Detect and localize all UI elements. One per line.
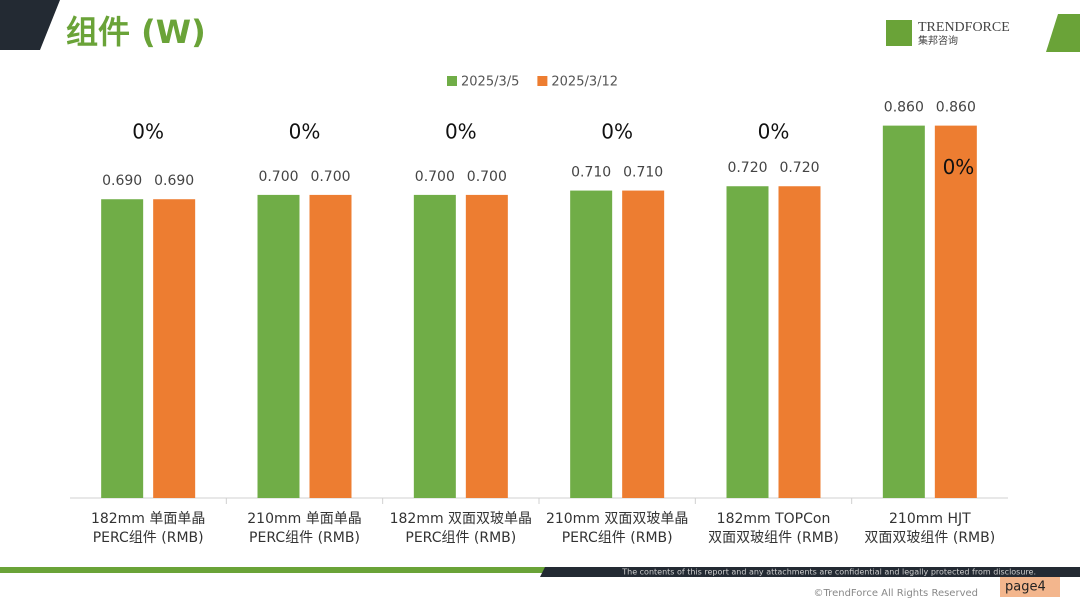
value-label: 0.700	[258, 169, 298, 185]
bar	[622, 190, 665, 498]
change-label: 0%	[445, 120, 477, 144]
x-tick-label: 210mm HJT	[889, 511, 971, 527]
value-label: 0.710	[623, 165, 663, 181]
bar	[778, 186, 821, 499]
corner-shape	[0, 0, 60, 50]
value-label: 0.720	[727, 160, 767, 176]
bar	[257, 194, 300, 498]
brand: TRENDFORCE	[918, 20, 1010, 35]
value-label: 0.700	[467, 169, 507, 185]
bar	[726, 186, 769, 499]
x-tick-label: 210mm 双面双玻单晶	[546, 511, 688, 527]
change-label: 0%	[289, 120, 321, 144]
footer-band	[540, 567, 1080, 577]
slide-title: 组件 (W)	[66, 13, 206, 51]
value-label: 0.710	[571, 165, 611, 181]
x-tick-label: PERC组件 (RMB)	[249, 530, 360, 546]
bar	[465, 194, 508, 498]
bar	[309, 194, 352, 498]
corner-shape	[1046, 14, 1080, 52]
x-tick-label: PERC组件 (RMB)	[405, 530, 516, 546]
disclaimer: The contents of this report and any atta…	[621, 568, 1036, 577]
change-label: 0%	[132, 120, 164, 144]
legend-swatch	[537, 76, 548, 86]
legend-label: 2025/3/5	[461, 75, 519, 90]
footer-bar	[0, 567, 545, 573]
x-tick-label: 210mm 单面单晶	[247, 511, 361, 527]
value-label: 0.690	[102, 173, 142, 189]
brand-cn: 集邦咨询	[918, 34, 958, 47]
bar	[101, 199, 144, 499]
value-label: 0.700	[415, 169, 455, 185]
change-label: 0%	[943, 155, 975, 179]
value-label: 0.700	[310, 169, 350, 185]
page-number: page4	[1005, 580, 1046, 595]
change-label: 0%	[758, 120, 790, 144]
change-label: 0%	[601, 120, 633, 144]
logo-icon	[886, 20, 912, 46]
bar	[153, 199, 196, 499]
value-label: 0.720	[779, 160, 819, 176]
bar	[570, 190, 613, 498]
value-label: 0.860	[884, 100, 924, 116]
value-label: 0.860	[936, 100, 976, 116]
x-tick-label: 182mm 单面单晶	[91, 511, 205, 527]
x-tick-label: 182mm TOPCon	[717, 511, 831, 527]
value-label: 0.690	[154, 173, 194, 189]
bar	[413, 194, 456, 498]
page-box	[1000, 577, 1060, 597]
x-tick-label: PERC组件 (RMB)	[93, 530, 204, 546]
x-tick-label: 182mm 双面双玻单晶	[390, 511, 532, 527]
x-tick-label: 双面双玻组件 (RMB)	[708, 530, 839, 546]
copyright: ©TrendForce All Rights Reserved	[814, 588, 978, 599]
x-tick-label: PERC组件 (RMB)	[562, 530, 673, 546]
bar	[934, 125, 977, 499]
legend-swatch	[447, 76, 457, 86]
x-tick-label: 双面双玻组件 (RMB)	[864, 530, 995, 546]
bar	[882, 125, 925, 499]
legend-label: 2025/3/12	[551, 75, 618, 90]
